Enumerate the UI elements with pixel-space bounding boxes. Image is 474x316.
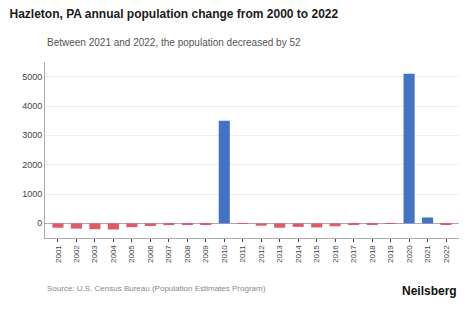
svg-text:2018: 2018 [368, 245, 377, 263]
svg-text:5000: 5000 [22, 72, 42, 82]
svg-text:Between 2021 and 2022, the pop: Between 2021 and 2022, the population de… [47, 37, 301, 48]
svg-text:2009: 2009 [201, 245, 210, 263]
svg-text:1000: 1000 [22, 189, 42, 199]
svg-text:2017: 2017 [349, 245, 358, 263]
svg-text:2020: 2020 [405, 245, 414, 263]
svg-text:2016: 2016 [331, 245, 340, 263]
svg-text:4000: 4000 [22, 101, 42, 111]
svg-text:2022: 2022 [442, 245, 451, 263]
svg-text:3000: 3000 [22, 130, 42, 140]
svg-text:2005: 2005 [127, 245, 136, 263]
svg-text:2003: 2003 [91, 245, 100, 263]
svg-text:2006: 2006 [146, 245, 155, 263]
svg-text:2021: 2021 [423, 245, 432, 263]
svg-text:2010: 2010 [220, 245, 229, 263]
svg-text:2000: 2000 [22, 160, 42, 170]
svg-text:2001: 2001 [54, 245, 63, 263]
svg-text:2014: 2014 [294, 245, 303, 263]
svg-text:2011: 2011 [238, 245, 247, 263]
svg-text:Hazleton, PA annual population: Hazleton, PA annual population change fr… [9, 7, 338, 21]
svg-text:0: 0 [37, 218, 42, 228]
svg-text:Source: U.S. Census Bureau (Po: Source: U.S. Census Bureau (Population E… [47, 284, 266, 293]
svg-text:2004: 2004 [109, 245, 118, 263]
svg-text:Neilsberg: Neilsberg [402, 284, 457, 298]
svg-text:2008: 2008 [183, 245, 192, 263]
svg-text:2019: 2019 [386, 245, 395, 263]
svg-text:2015: 2015 [312, 245, 321, 263]
svg-text:2013: 2013 [275, 245, 284, 263]
svg-text:2012: 2012 [257, 245, 266, 263]
svg-text:2007: 2007 [164, 245, 173, 263]
svg-text:2002: 2002 [72, 245, 81, 263]
